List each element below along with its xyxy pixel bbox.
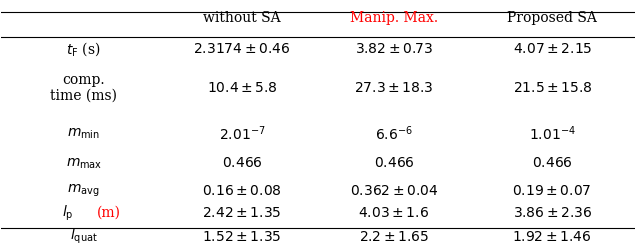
Text: $0.362 \pm 0.04$: $0.362 \pm 0.04$	[350, 184, 438, 198]
Text: without SA: without SA	[203, 11, 281, 25]
Text: $3.86 \pm 2.36$: $3.86 \pm 2.36$	[513, 206, 592, 220]
Text: $2.3174 \pm 0.46$: $2.3174 \pm 0.46$	[193, 42, 291, 56]
Text: $3.82 \pm 0.73$: $3.82 \pm 0.73$	[355, 42, 433, 56]
Text: $0.466$: $0.466$	[221, 156, 263, 170]
Text: comp.
time (ms): comp. time (ms)	[50, 73, 117, 103]
Text: $2.01^{-7}$: $2.01^{-7}$	[219, 124, 265, 143]
Text: $2.42 \pm 1.35$: $2.42 \pm 1.35$	[202, 206, 282, 220]
Text: $0.16 \pm 0.08$: $0.16 \pm 0.08$	[202, 184, 282, 198]
Text: $4.03 \pm 1.6$: $4.03 \pm 1.6$	[359, 206, 429, 220]
Text: $1.92 \pm 1.46$: $1.92 \pm 1.46$	[513, 230, 592, 244]
Text: $6.6^{-6}$: $6.6^{-6}$	[375, 124, 413, 143]
Text: $1.01^{-4}$: $1.01^{-4}$	[529, 124, 576, 143]
Text: $0.466$: $0.466$	[373, 156, 415, 170]
Text: $l_{\mathrm{quat}}$: $l_{\mathrm{quat}}$	[70, 227, 97, 246]
Text: $10.4 \pm 5.8$: $10.4 \pm 5.8$	[207, 81, 277, 95]
Text: Manip. Max.: Manip. Max.	[350, 11, 438, 25]
Text: $1.52 \pm 1.35$: $1.52 \pm 1.35$	[202, 230, 282, 244]
Text: $m_{\mathrm{min}}$: $m_{\mathrm{min}}$	[67, 127, 100, 141]
Text: $m_{\mathrm{max}}$: $m_{\mathrm{max}}$	[66, 156, 102, 171]
Text: $27.3 \pm 18.3$: $27.3 \pm 18.3$	[354, 81, 434, 95]
Text: $l_{\mathrm{p}}$: $l_{\mathrm{p}}$	[62, 203, 74, 223]
Text: $2.2 \pm 1.65$: $2.2 \pm 1.65$	[359, 230, 429, 244]
Text: $0.466$: $0.466$	[532, 156, 572, 170]
Text: (m): (m)	[97, 206, 121, 220]
Text: Proposed SA: Proposed SA	[508, 11, 597, 25]
Text: $21.5 \pm 15.8$: $21.5 \pm 15.8$	[513, 81, 592, 95]
Text: $4.07 \pm 2.15$: $4.07 \pm 2.15$	[513, 42, 592, 56]
Text: $0.19 \pm 0.07$: $0.19 \pm 0.07$	[513, 184, 592, 198]
Text: $m_{\mathrm{avg}}$: $m_{\mathrm{avg}}$	[67, 183, 100, 199]
Text: $t_{\mathrm{F}}$ (s): $t_{\mathrm{F}}$ (s)	[66, 40, 101, 58]
